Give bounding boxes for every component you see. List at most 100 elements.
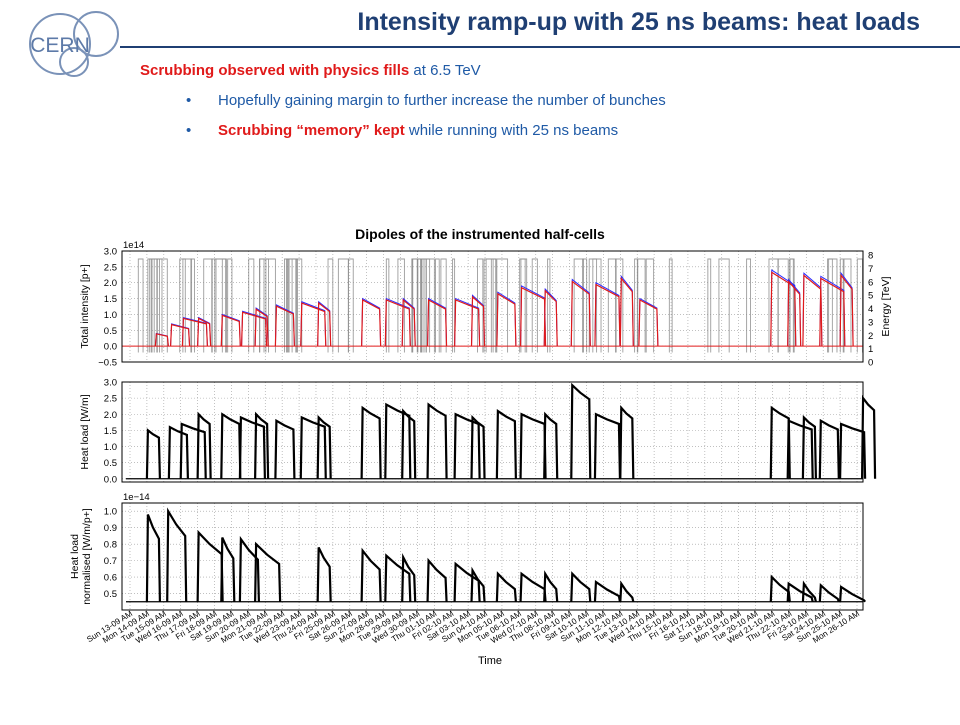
y-multiplier-label: 1e−14: [123, 492, 150, 503]
heatload-fill-mark: [145, 428, 162, 479]
energy-cycle-mark: [668, 258, 673, 353]
beam1-fill-mark: [570, 280, 591, 347]
energy-cycle-mark: [452, 258, 456, 353]
y2-tick-label: 1: [868, 344, 873, 355]
energy-cycle-mark: [265, 258, 276, 353]
bullet-highlight: Scrubbing “memory” kept: [218, 122, 405, 139]
heatload-fill-mark: [801, 580, 817, 603]
y-axis-label: Heat loadnormalised [W/m/p+]: [69, 508, 93, 605]
heatload-fill-mark: [495, 571, 517, 602]
y-axis-label-line: Heat load [W/m]: [79, 394, 91, 469]
heatload-fill-mark: [570, 571, 592, 602]
energy-cycle-mark: [182, 258, 193, 353]
energy-cycle-mark: [412, 258, 419, 353]
y2-tick-label: 7: [868, 264, 873, 275]
heatload-fill-mark: [196, 529, 224, 602]
beam2-fill-mark: [427, 297, 448, 347]
logo-text: CERN: [30, 34, 90, 57]
beam1-fill-mark: [169, 323, 191, 347]
energy-cycle-mark: [856, 258, 863, 353]
energy-cycle-mark: [190, 258, 195, 353]
energy-cycle-mark: [707, 258, 712, 353]
heatload-fill-mark: [786, 419, 814, 479]
energy-cycle-mark: [211, 258, 223, 353]
heatload-fill-mark: [818, 418, 840, 479]
heatload-fill-mark: [179, 422, 207, 479]
heatload-fill-mark: [838, 585, 867, 603]
beam1-fill-mark: [300, 302, 327, 347]
heatload-fill-mark: [426, 557, 448, 602]
beam2-fill-mark: [300, 301, 327, 347]
heatload-fill-mark: [543, 570, 559, 602]
beam2-fill-mark: [770, 269, 797, 347]
panel-data-group: [126, 382, 877, 480]
beam1-fill-mark: [274, 305, 295, 347]
y-axis-label: Total intensity [p+]: [79, 264, 91, 348]
beam1-fill-mark: [470, 295, 486, 347]
y2-tick-label: 6: [868, 277, 873, 288]
energy-cycle-mark: [420, 258, 431, 353]
y-tick-label: 0.6: [104, 573, 117, 584]
heatload-fill-mark: [453, 412, 481, 479]
heatload-fill-mark: [818, 582, 840, 603]
heatload-fill-mark: [401, 408, 417, 479]
beam2-fill-mark: [638, 297, 659, 347]
heatload-fill-mark: [167, 425, 189, 479]
y-tick-label: 1.0: [104, 442, 117, 453]
chart-svg: Dipoles of the instrumented half-cells T…: [69, 226, 892, 667]
heatload-fill-mark: [426, 402, 448, 479]
energy-cycle-mark: [547, 258, 551, 353]
bullet-item: • Hopefully gaining margin to further inc…: [186, 92, 666, 109]
chart-title: Dipoles of the instrumented half-cells: [355, 226, 605, 242]
slide-title: Intensity ramp-up with 25 ns beams: heat…: [357, 8, 920, 36]
y2-axis-label: Energy [TeV]: [880, 276, 892, 336]
beam1-fill-mark: [361, 299, 382, 347]
beam2-fill-mark: [454, 297, 481, 347]
beam1-fill-mark: [384, 299, 411, 347]
heatload-fill-mark: [254, 411, 270, 479]
heatload-fill-mark: [316, 414, 332, 479]
cern-logo: CERN: [29, 11, 119, 77]
energy-cycle-mark: [531, 258, 538, 353]
panel-frame: [121, 381, 864, 483]
energy-cycle-mark: [259, 258, 265, 353]
beam1-fill-mark: [496, 292, 517, 347]
y-tick-label: 0.5: [104, 589, 117, 600]
beam1-fill-mark: [619, 276, 634, 347]
y-tick-label: 1.5: [104, 426, 117, 437]
y-tick-label: 3.0: [104, 247, 117, 258]
y-tick-label: 2.0: [104, 278, 117, 289]
energy-cycle-mark: [789, 258, 795, 353]
heatload-fill-mark: [238, 535, 260, 602]
heatload-fill-mark: [786, 581, 814, 603]
heatload-fill-mark: [570, 382, 592, 479]
beam1-fill-mark: [197, 317, 212, 347]
y-tick-label: 2.0: [104, 410, 117, 421]
y2-tick-label: 3: [868, 317, 873, 328]
beam1-fill-mark: [317, 301, 332, 347]
beam1-fill-mark: [240, 311, 268, 347]
beam1-fill-mark: [638, 299, 659, 347]
heatload-fill-mark: [495, 408, 517, 479]
energy-cycle-mark: [718, 258, 730, 353]
beam1-fill-mark: [154, 333, 169, 347]
y-tick-label: 0.5: [104, 458, 117, 469]
y-tick-label: 0.5: [104, 326, 117, 337]
energy-cycle-mark: [137, 258, 144, 353]
beam1-fill-mark: [787, 279, 802, 347]
heatload-fill-mark: [384, 553, 412, 602]
heatload-fill-mark: [543, 411, 559, 479]
y-tick-label: 0.7: [104, 556, 117, 567]
heatload-fill-mark: [145, 514, 162, 602]
heatload-fill-mark: [360, 405, 382, 479]
energy-cycle-mark: [634, 258, 638, 353]
y2-tick-label: 5: [868, 291, 873, 302]
panel-frame: [121, 502, 864, 611]
energy-cycle-mark: [592, 258, 602, 353]
beam1-fill-mark: [426, 299, 448, 347]
panel-data-group: [122, 258, 863, 353]
y-tick-label: 0.0: [104, 474, 117, 485]
y2-tick-label: 4: [868, 304, 873, 315]
bullet-list: • Hopefully gaining margin to further inc…: [186, 92, 666, 152]
y-tick-label: −0.5: [98, 358, 117, 369]
